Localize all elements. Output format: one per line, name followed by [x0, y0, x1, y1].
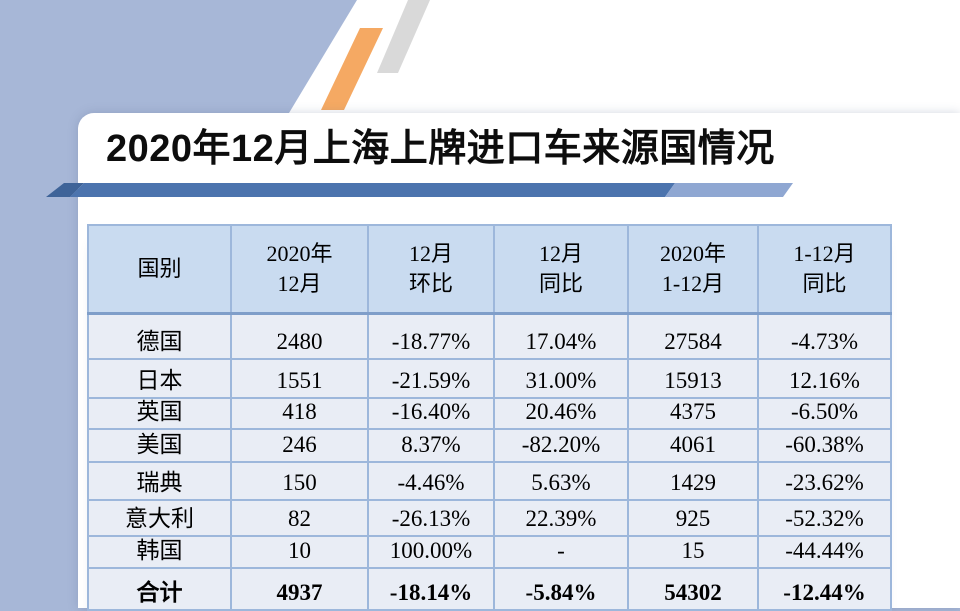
- cell-country: 瑞典: [87, 461, 232, 502]
- table-row: 瑞典 150 -4.46% 5.63% 1429 -23.62%: [87, 461, 892, 502]
- table-body: 德国 2480 -18.77% 17.04% 27584 -4.73% 日本 1551 -21.…: [87, 312, 892, 611]
- cell-country: 美国: [87, 428, 232, 464]
- cell-jan-dec-yoy: -12.44%: [757, 567, 892, 611]
- cell-country: 日本: [87, 358, 232, 399]
- slide-title: 2020年12月上海上牌进口车来源国情况: [106, 128, 775, 170]
- col-header-jan-dec-yoy: 1-12月 同比: [757, 224, 892, 315]
- cell-jan-dec-2020: 54302: [627, 567, 759, 611]
- cell-jan-dec-2020: 4061: [627, 428, 759, 464]
- header-line: 环比: [408, 271, 453, 296]
- cell-dec-2020: 2480: [230, 312, 369, 360]
- col-header-dec-yoy: 12月 同比: [493, 224, 629, 315]
- orange-stripe: [321, 28, 383, 110]
- col-header-dec-2020: 2020年 12月: [230, 224, 369, 315]
- cell-jan-dec-2020: 27584: [627, 312, 759, 360]
- cell-dec-mom: 8.37%: [367, 428, 495, 464]
- cell-country: 意大利: [87, 499, 232, 538]
- cell-jan-dec-2020: 1429: [627, 461, 759, 502]
- header-line: 2020年: [659, 241, 726, 266]
- cell-dec-mom: -18.14%: [367, 567, 495, 611]
- table-row: 英国 418 -16.40% 20.46% 4375 -6.50%: [87, 396, 892, 431]
- cell-dec-yoy: -82.20%: [493, 428, 629, 464]
- cell-jan-dec-2020: 15: [627, 535, 759, 570]
- header-line: 12月: [277, 271, 322, 296]
- import-car-table: 国别 2020年 12月 12月 环比 12月 同比 2020年 1-12: [87, 224, 892, 611]
- cell-jan-dec-yoy: -44.44%: [757, 535, 892, 570]
- table-row: 韩国 10 100.00% -15 -44.44%: [87, 535, 892, 570]
- cell-dec-mom: -4.46%: [367, 461, 495, 502]
- cell-dec-yoy: -: [493, 535, 629, 570]
- cell-dec-2020: 246: [230, 428, 369, 464]
- header-line: 1-12月: [793, 241, 856, 266]
- gray-stripe: [377, 0, 430, 73]
- header-line: 同比: [538, 271, 583, 296]
- header-line: 1-12月: [661, 271, 725, 296]
- cell-country: 英国: [87, 396, 232, 431]
- cell-dec-mom: -18.77%: [367, 312, 495, 360]
- cell-dec-mom: 100.00%: [367, 535, 495, 570]
- header-line: 12月: [538, 241, 583, 266]
- cell-dec-yoy: 17.04%: [493, 312, 629, 360]
- cell-country: 韩国: [87, 535, 232, 570]
- table-row-total: 合计 4937 -18.14% -5.84% 54302 -12.44%: [87, 567, 892, 611]
- cell-country: 合计: [87, 567, 232, 611]
- cell-jan-dec-yoy: -6.50%: [757, 396, 892, 431]
- table-row: 德国 2480 -18.77% 17.04% 27584 -4.73%: [87, 312, 892, 360]
- cell-jan-dec-yoy: -4.73%: [757, 312, 892, 360]
- cell-jan-dec-2020: 15913: [627, 358, 759, 399]
- cell-jan-dec-yoy: 12.16%: [757, 358, 892, 399]
- header-line: 同比: [802, 271, 847, 296]
- cell-dec-yoy: 31.00%: [493, 358, 629, 399]
- cell-dec-mom: -21.59%: [367, 358, 495, 399]
- table-header: 国别 2020年 12月 12月 环比 12月 同比 2020年 1-12: [87, 224, 892, 315]
- cell-dec-yoy: 22.39%: [493, 499, 629, 538]
- header-line: 2020年: [266, 241, 333, 266]
- table-row: 意大利 82 -26.13% 22.39% 925 -52.32%: [87, 499, 892, 538]
- header-row: 国别 2020年 12月 12月 环比 12月 同比 2020年 1-12: [87, 224, 892, 315]
- col-header-dec-mom: 12月 环比: [367, 224, 495, 315]
- data-table: 国别 2020年 12月 12月 环比 12月 同比 2020年 1-12: [87, 224, 892, 611]
- cell-dec-2020: 418: [230, 396, 369, 431]
- cell-dec-yoy: -5.84%: [493, 567, 629, 611]
- cell-dec-2020: 10: [230, 535, 369, 570]
- cell-dec-2020: 150: [230, 461, 369, 502]
- col-header-country: 国别: [87, 224, 232, 315]
- table-row: 美国 246 8.37% -82.20% 4061 -60.38%: [87, 428, 892, 464]
- col-header-jan-dec-2020: 2020年 1-12月: [627, 224, 759, 315]
- table-row: 日本 1551 -21.59% 31.00% 15913 12.16%: [87, 358, 892, 399]
- cell-jan-dec-2020: 4375: [627, 396, 759, 431]
- cell-dec-2020: 1551: [230, 358, 369, 399]
- cell-dec-mom: -16.40%: [367, 396, 495, 431]
- cell-jan-dec-yoy: -52.32%: [757, 499, 892, 538]
- cell-dec-yoy: 20.46%: [493, 396, 629, 431]
- cell-jan-dec-2020: 925: [627, 499, 759, 538]
- cell-dec-2020: 82: [230, 499, 369, 538]
- cell-jan-dec-yoy: -60.38%: [757, 428, 892, 464]
- cell-dec-mom: -26.13%: [367, 499, 495, 538]
- cell-country: 德国: [87, 312, 232, 360]
- cell-dec-2020: 4937: [230, 567, 369, 611]
- cell-jan-dec-yoy: -23.62%: [757, 461, 892, 502]
- cell-dec-yoy: 5.63%: [493, 461, 629, 502]
- header-line: 12月: [408, 241, 453, 266]
- header-line: 国别: [137, 256, 182, 281]
- white-corner-shape: [289, 0, 960, 113]
